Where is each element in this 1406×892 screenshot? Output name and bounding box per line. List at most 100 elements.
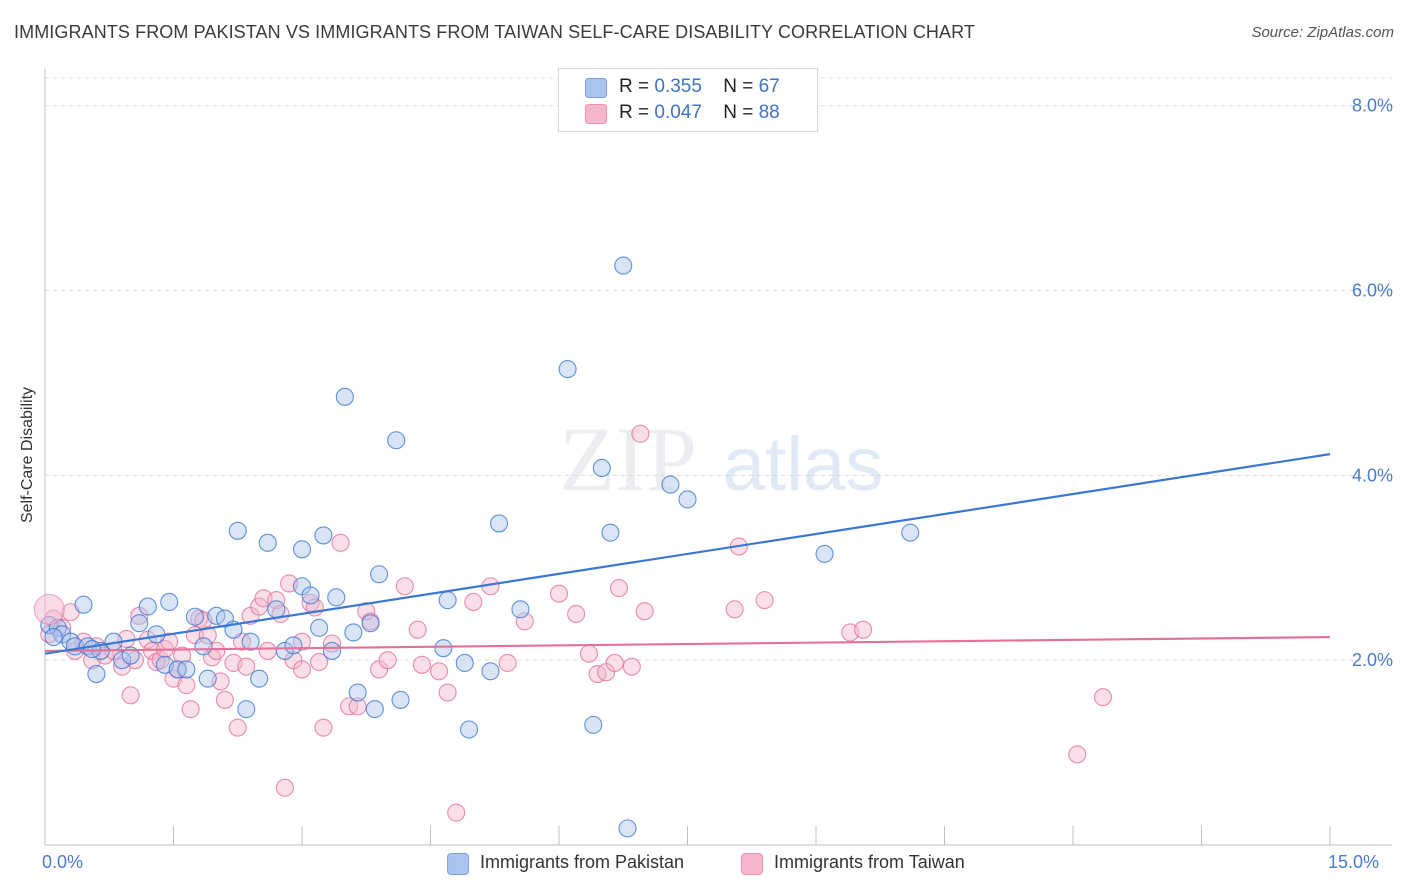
data-point	[160, 592, 179, 612]
data-point	[618, 819, 637, 838]
data-point	[275, 778, 294, 797]
data-point	[147, 625, 166, 644]
data-point	[1093, 688, 1113, 707]
data-point	[464, 592, 483, 612]
data-point	[237, 700, 256, 719]
data-point	[194, 637, 213, 656]
legend: R = 0.355 N = 67 R = 0.047 N = 88	[558, 68, 818, 132]
legend-r-label: R =	[619, 76, 650, 97]
data-point	[515, 612, 534, 631]
data-point	[344, 623, 363, 642]
data-point	[275, 641, 294, 660]
data-point	[631, 424, 650, 443]
y-tick-label: 4.0%	[1352, 465, 1393, 485]
data-point	[322, 641, 342, 660]
data-point	[430, 662, 449, 681]
legend-r-label: R =	[619, 102, 650, 123]
data-point	[361, 614, 380, 633]
data-point	[901, 523, 920, 542]
legend-row-pakistan: R = 0.355 N = 67	[619, 76, 780, 98]
trend-line-taiwan	[44, 635, 1331, 653]
data-point	[725, 600, 744, 619]
series-taiwan-points	[40, 424, 1113, 822]
data-point	[181, 700, 200, 719]
data-point	[481, 662, 500, 681]
data-point	[609, 579, 629, 598]
data-point	[44, 628, 63, 647]
data-point	[815, 544, 834, 563]
data-point	[314, 718, 333, 737]
axes	[44, 68, 1392, 846]
data-point	[447, 803, 466, 822]
data-point	[854, 620, 873, 639]
data-point	[250, 669, 269, 688]
data-point	[378, 651, 397, 670]
data-point	[601, 523, 620, 542]
data-point	[173, 646, 192, 665]
data-point	[1068, 745, 1087, 764]
y-tick-label: 6.0%	[1352, 281, 1393, 301]
data-point	[258, 641, 277, 660]
y-tick-labels: 2.0% 4.0% 6.0% 8.0%	[1352, 96, 1393, 670]
data-point	[387, 431, 406, 450]
data-point	[267, 600, 286, 619]
data-point	[314, 526, 333, 545]
data-point	[284, 636, 303, 655]
watermark-zip: ZIP	[559, 408, 697, 510]
data-point	[370, 565, 389, 584]
data-point	[177, 676, 196, 695]
data-point	[310, 618, 329, 637]
data-point	[498, 653, 517, 673]
data-point	[310, 652, 329, 672]
data-point	[215, 690, 234, 709]
data-point	[584, 715, 603, 734]
data-point	[327, 588, 346, 607]
x-tick-label-min: 0.0%	[42, 852, 84, 872]
legend-swatch-pakistan	[585, 78, 607, 98]
bottom-legend-taiwan: Immigrants from Taiwan	[774, 852, 965, 872]
data-point	[228, 521, 247, 540]
legend-r-value-pakistan: 0.355	[654, 76, 702, 97]
data-point	[549, 584, 569, 603]
data-point	[592, 458, 611, 478]
data-point	[605, 653, 624, 673]
data-point	[113, 651, 132, 670]
data-point	[408, 620, 427, 639]
data-point	[348, 683, 367, 702]
data-point	[250, 597, 269, 616]
y-tick-label: 2.0%	[1352, 650, 1393, 670]
data-point	[395, 577, 414, 596]
legend-n-value-pakistan: 67	[758, 76, 780, 97]
legend-row-taiwan: R = 0.047 N = 88	[619, 102, 780, 124]
data-point	[237, 657, 256, 676]
bottom-legend-pakistan: Immigrants from Pakistan	[480, 852, 685, 872]
watermark: ZIP atlas	[559, 408, 883, 510]
x-tick-label-max: 15.0%	[1328, 852, 1380, 872]
data-point	[558, 360, 577, 379]
data-point	[434, 639, 453, 658]
y-tick-label: 8.0%	[1352, 96, 1393, 116]
legend-swatch-taiwan	[585, 104, 607, 124]
data-point	[579, 644, 599, 663]
data-point	[138, 597, 157, 616]
data-point	[267, 591, 286, 610]
legend-r-value-taiwan: 0.047	[654, 102, 702, 123]
data-point	[130, 614, 149, 633]
data-point	[74, 595, 93, 614]
trend-line-pakistan	[44, 453, 1331, 655]
data-point	[365, 700, 384, 719]
chart-title: IMMIGRANTS FROM PAKISTAN VS IMMIGRANTS F…	[14, 22, 975, 42]
data-point	[33, 593, 65, 625]
legend-n-label: N =	[723, 76, 754, 97]
data-point	[87, 664, 106, 684]
data-point	[198, 669, 217, 688]
source-label: Source: ZipAtlas.com	[1251, 24, 1394, 41]
data-point	[331, 533, 350, 552]
data-point	[438, 683, 457, 702]
data-point	[121, 646, 140, 665]
data-point	[511, 600, 530, 619]
data-point	[489, 514, 509, 533]
gridlines	[45, 77, 1392, 661]
data-point	[177, 660, 196, 679]
